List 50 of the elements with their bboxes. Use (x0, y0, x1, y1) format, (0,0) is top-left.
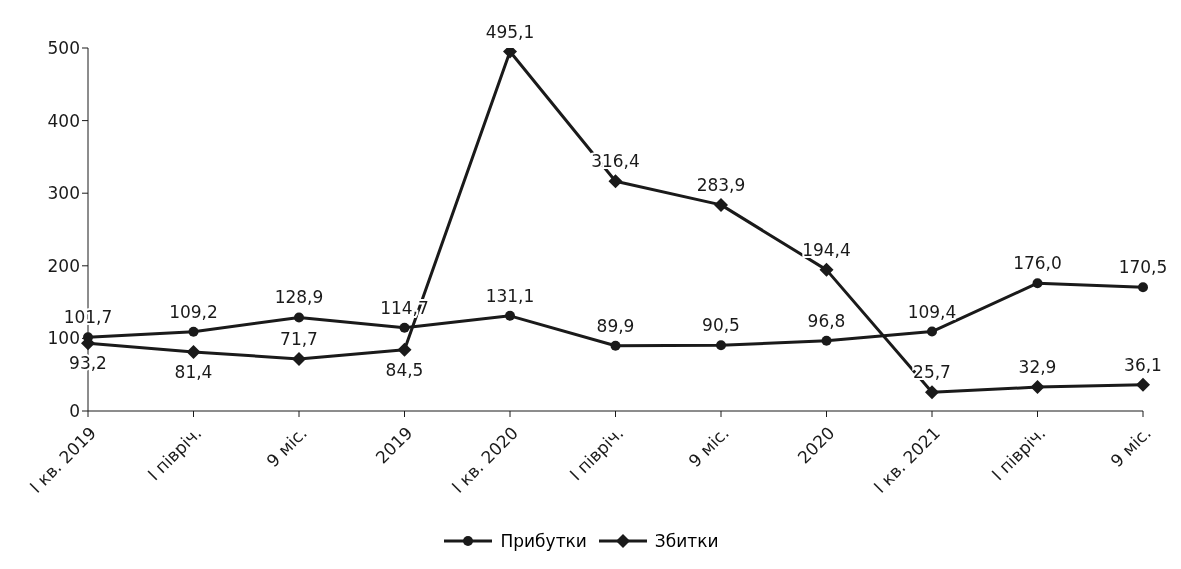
y-tick-label: 300 (47, 183, 80, 204)
point (927, 326, 937, 337)
legend-label: Збитки (654, 531, 719, 551)
data-label: 194,4 (802, 239, 851, 260)
data-label: 176,0 (1013, 253, 1062, 274)
y-tick-label: 500 (47, 38, 80, 59)
data-label: 25,7 (913, 362, 951, 383)
data-label: 109,2 (169, 301, 218, 322)
point (819, 262, 834, 277)
data-label: 81,4 (174, 361, 213, 382)
point (294, 312, 304, 323)
x-tick-label: 9 міс. (1106, 422, 1155, 472)
x-tick-label: 9 міс. (262, 422, 311, 472)
data-label: 93,2 (69, 353, 107, 374)
data-label: 71,7 (280, 328, 318, 349)
point (1136, 377, 1150, 392)
data-label: 101,7 (63, 307, 113, 328)
data-label: 96,8 (807, 310, 846, 331)
y-tick-label: 100 (47, 328, 80, 349)
point (1032, 278, 1043, 289)
data-label: 495,1 (485, 21, 535, 42)
data-label: 84,5 (385, 359, 424, 380)
data-label: 109,4 (907, 301, 957, 322)
data-label: 283,9 (696, 174, 746, 195)
data-label: 90,5 (702, 315, 740, 336)
point (397, 342, 412, 357)
point (399, 322, 410, 333)
x-tick-label: 9 міс. (684, 422, 733, 472)
data-label: 170,5 (1118, 257, 1168, 278)
point (925, 385, 939, 400)
data-label: 89,9 (596, 315, 635, 336)
point (186, 344, 201, 359)
data-label: 128,9 (274, 287, 324, 308)
y-tick-label: 0 (69, 401, 80, 422)
point (188, 326, 199, 337)
data-label: 32,9 (1018, 357, 1057, 378)
point (292, 351, 306, 366)
point (610, 340, 621, 351)
point (821, 335, 832, 346)
point (505, 310, 515, 321)
point (1030, 380, 1045, 395)
point (714, 197, 728, 212)
point (608, 174, 623, 189)
point (1138, 282, 1148, 293)
data-label: 131,1 (485, 285, 535, 306)
legend-label: Прибутки (500, 531, 587, 551)
point (716, 340, 726, 351)
y-tick-label: 400 (47, 110, 80, 131)
y-tick-label: 200 (47, 255, 80, 276)
data-label: 36,1 (1124, 354, 1162, 375)
